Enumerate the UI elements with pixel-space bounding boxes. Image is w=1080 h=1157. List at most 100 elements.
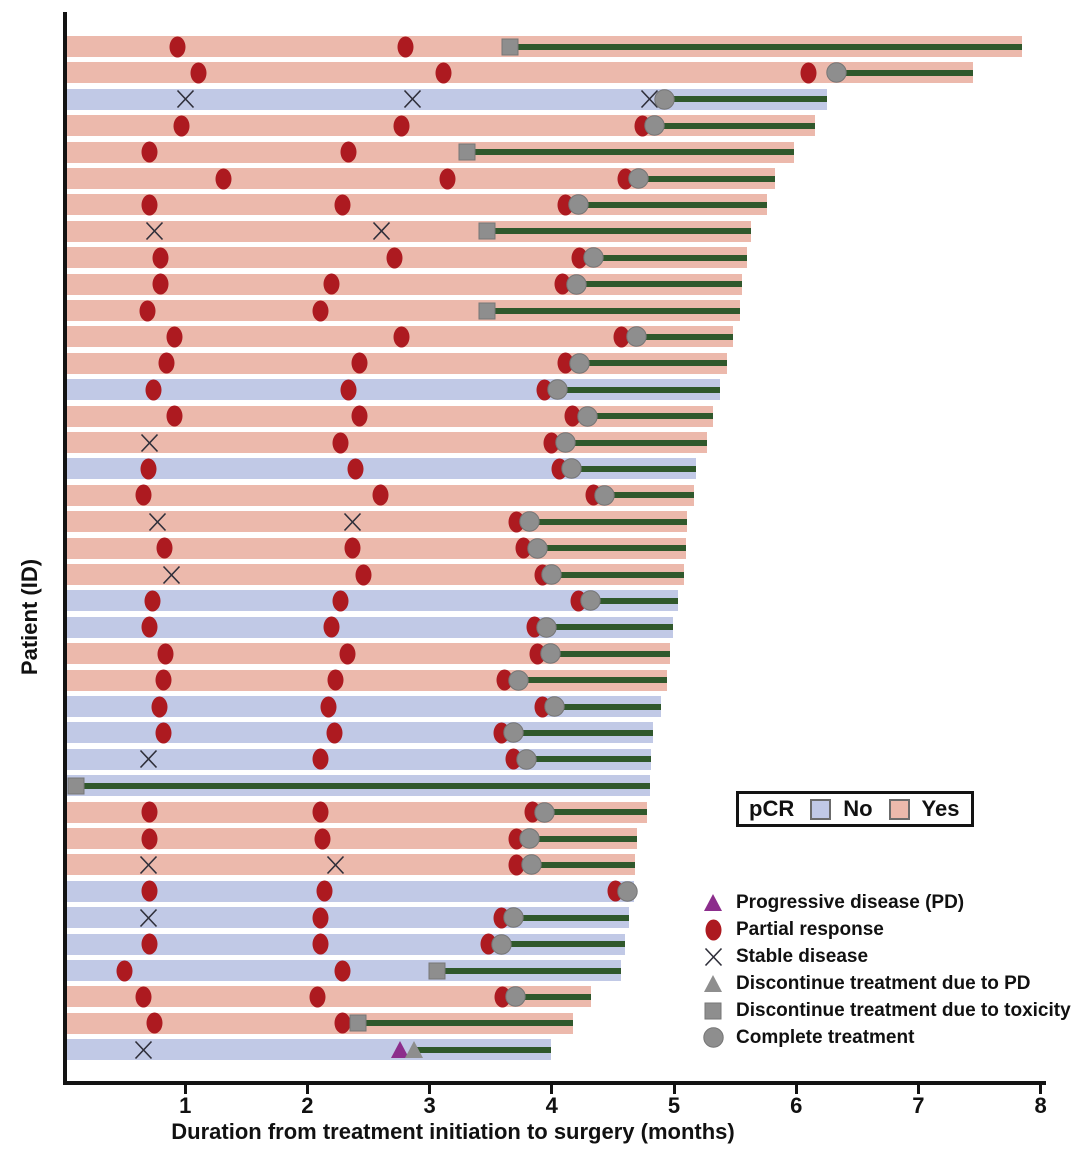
x-axis-tick-label: 1 [179, 1093, 192, 1118]
surgery-duration-line [529, 518, 688, 525]
stable-disease-marker [161, 564, 182, 586]
surgery-duration-line [576, 281, 743, 288]
marker-legend-item: Partial response [699, 916, 1071, 943]
complete-treatment-marker [547, 379, 569, 400]
partial-response-marker [140, 458, 157, 480]
patient-bar-pcr-no [67, 880, 634, 902]
partial-response-marker [312, 748, 329, 770]
patient-row [0, 590, 1080, 612]
stable-disease-marker [342, 511, 363, 533]
marker-legend: Progressive disease (PD) Partial response… [699, 889, 1071, 1051]
patient-row [0, 933, 1080, 955]
partial-response-marker [536, 379, 553, 401]
patient-row [0, 643, 1080, 665]
marker-legend-label: Progressive disease (PD) [736, 891, 965, 913]
patient-row [0, 564, 1080, 585]
patient-row [0, 247, 1080, 269]
complete-treatment-marker [569, 353, 591, 374]
surgery-duration-line [557, 386, 721, 393]
patient-row [0, 484, 1080, 506]
complete-treatment-marker [540, 643, 561, 664]
surgery-duration-line [510, 43, 1023, 50]
partial-response-marker [340, 379, 357, 401]
x-axis-tick-label: 6 [790, 1093, 803, 1118]
partial-response-marker [156, 537, 173, 559]
x-axis-tick [305, 1085, 309, 1094]
partial-response-marker [326, 722, 343, 744]
patient-row [0, 273, 1080, 295]
surgery-duration-line [554, 703, 661, 710]
patient-row [0, 1039, 1080, 1061]
patient-row [0, 194, 1080, 216]
patient-row [0, 960, 1080, 981]
patient-bar-pcr-yes [67, 168, 776, 189]
patient-bar-pcr-yes [67, 62, 974, 84]
patient-bar-pcr-yes [67, 801, 648, 823]
partial-response-marker [496, 669, 513, 691]
surgery-duration-line [467, 149, 794, 156]
stable-disease-marker [138, 907, 159, 929]
x-axis-tick [794, 1085, 798, 1094]
patient-bar-pcr-no [67, 748, 651, 770]
surgery-duration-line [413, 1046, 551, 1053]
pcr-swatch-yes-icon [888, 798, 910, 820]
pcr-legend-title: pCR [749, 796, 795, 821]
patient-row [0, 880, 1080, 902]
partial-response-marker [564, 405, 581, 427]
patient-row [0, 168, 1080, 189]
x-axis-tick-label: 7 [912, 1093, 925, 1118]
patient-row [0, 326, 1080, 348]
partial-response-marker [508, 854, 525, 876]
discontinue-toxicity-marker [428, 962, 446, 980]
partial-response-marker [339, 643, 356, 665]
partial-response-marker [169, 36, 186, 58]
surgery-duration-line [571, 465, 696, 472]
surgery-duration-line [578, 201, 767, 208]
complete-treatment-marker [534, 801, 555, 823]
pcr-swatch-no-icon [810, 798, 832, 820]
x-axis-line [63, 1081, 1046, 1085]
stable-disease-marker-icon [699, 946, 727, 968]
patient-bar-pcr-no [67, 1039, 551, 1061]
partial-response-marker [151, 696, 168, 718]
complete-treatment-marker [519, 511, 540, 532]
surgery-duration-line [654, 122, 815, 129]
surgery-duration-line [526, 756, 651, 763]
complete-treatment-marker [594, 485, 615, 506]
discontinue-toxicity-marker [349, 1014, 367, 1032]
x-axis-tick-label: 8 [1034, 1093, 1047, 1118]
partial-response-marker [480, 933, 497, 955]
stable-disease-marker [325, 854, 346, 876]
x-axis-tick [183, 1085, 187, 1094]
pcr-legend-item-yes: Yes [888, 796, 959, 822]
surgery-duration-line [76, 782, 650, 789]
complete-treatment-marker [644, 115, 665, 136]
patient-row [0, 458, 1080, 480]
partial-response-marker [393, 326, 410, 348]
pcr-legend-label: No [843, 796, 873, 821]
pcr-legend: pCR No Yes [736, 791, 975, 827]
x-axis-tick [1039, 1085, 1043, 1094]
surgery-duration-line [436, 967, 622, 974]
patient-bar-pcr-yes [67, 141, 794, 163]
patient-row [0, 986, 1080, 1008]
discontinue-toxicity-marker [478, 222, 496, 240]
x-axis-tick-label: 5 [667, 1093, 681, 1118]
patient-row [0, 854, 1080, 876]
y-axis-title: Patient (ID) [17, 558, 42, 676]
surgery-duration-line [487, 307, 740, 314]
patient-row [0, 220, 1080, 242]
surgery-duration-line [518, 677, 667, 684]
complete-treatment-marker [583, 247, 604, 268]
patient-row [0, 907, 1080, 929]
partial-response-marker [190, 62, 207, 84]
complete-treatment-marker [491, 933, 512, 955]
stable-disease-marker [144, 220, 165, 242]
marker-legend-label: Partial response [736, 918, 884, 940]
partial-response-marker [515, 537, 532, 559]
partial-response-marker [312, 933, 329, 955]
x-axis-tick-label: 4 [545, 1093, 558, 1118]
stable-disease-marker [138, 748, 159, 770]
complete-treatment-marker [577, 405, 598, 427]
patient-row [0, 141, 1080, 163]
